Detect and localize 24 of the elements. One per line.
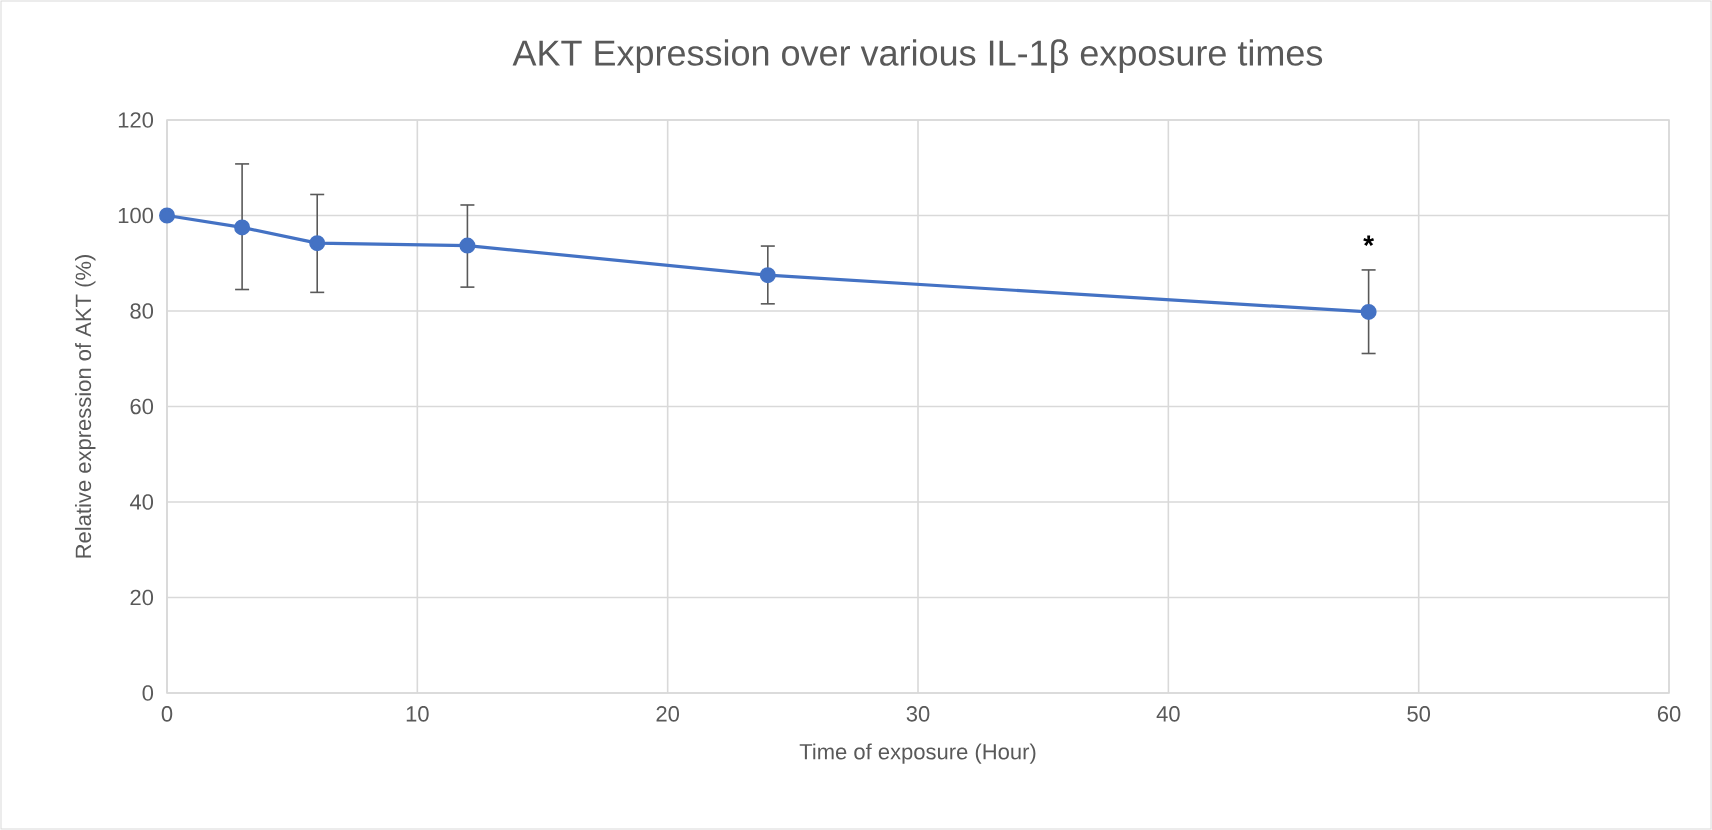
x-tick-label: 0: [161, 706, 173, 722]
point: [234, 219, 251, 236]
x-tick-label: 60: [1657, 706, 1681, 722]
y-tick-label: 80: [130, 303, 154, 319]
x-tick-label: 50: [1407, 706, 1431, 722]
point: [159, 207, 175, 224]
point: [459, 237, 476, 254]
x-tick-label: 10: [406, 706, 429, 722]
y-axis-title: Relative expression of AKT (%): [75, 255, 96, 558]
x-tick-label: 30: [906, 706, 930, 722]
y-tick-label: 100: [118, 207, 154, 224]
point: [1360, 303, 1377, 320]
y-tick-label: 0: [142, 685, 154, 701]
point: [309, 235, 326, 252]
y-tick-label: 120: [118, 112, 154, 128]
y-tick-label: 40: [129, 494, 154, 510]
y-tick-label: 20: [130, 589, 154, 606]
point: [759, 267, 776, 284]
chart-title: AKT Expression over various IL-1β exposure times: [512, 39, 1323, 73]
x-tick-label: 20: [656, 706, 680, 722]
x-axis-title: Time of exposure (Hour): [799, 743, 1036, 764]
x-tick-label: 40: [1156, 706, 1180, 722]
y-tick-label: 60: [130, 398, 154, 415]
annotation: *: [1363, 235, 1375, 247]
